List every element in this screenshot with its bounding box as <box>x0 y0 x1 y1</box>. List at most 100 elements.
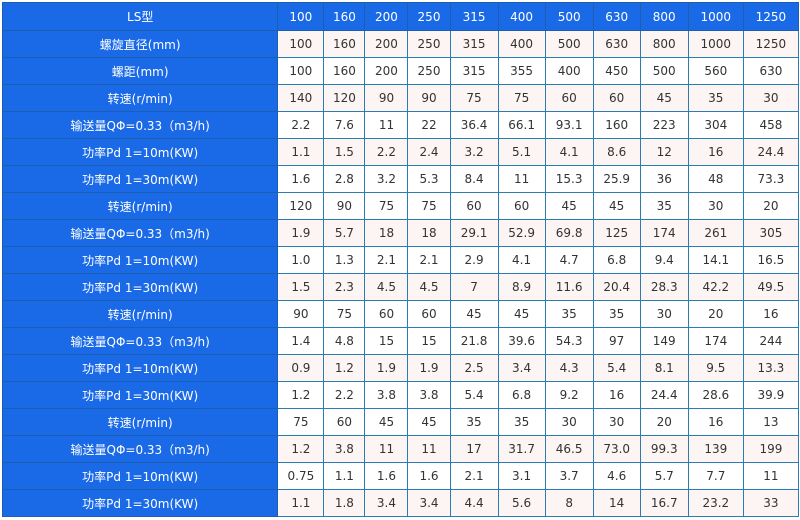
table-cell: 100 <box>277 57 325 85</box>
table-cell: 45 <box>407 408 451 436</box>
table-cell: 1.8 <box>323 489 366 517</box>
table-cell: 9.2 <box>544 381 594 409</box>
table-cell: 8.9 <box>497 273 546 301</box>
row-label: 螺旋直径(mm) <box>1 30 279 58</box>
table-cell: 100 <box>277 30 325 58</box>
table-cell: 20 <box>687 300 744 328</box>
table-cell: 16.5 <box>742 246 800 274</box>
table-cell: 73.0 <box>592 435 641 463</box>
table-cell: 25.9 <box>592 165 641 193</box>
row-label: 转速(r/min) <box>1 84 279 112</box>
table-cell: 60 <box>323 408 366 436</box>
table-cell: 355 <box>497 57 546 85</box>
table-cell: 28.6 <box>687 381 744 409</box>
table-cell: 304 <box>687 111 744 139</box>
table-cell: 73.3 <box>742 165 800 193</box>
table-cell: 160 <box>323 30 366 58</box>
table-cell: 1.0 <box>277 246 325 274</box>
table-row: 功率Pd 1=10m(KW) 1.1 1.5 2.2 2.4 3.2 5.1 4.1 8.6 12… <box>1 138 800 166</box>
table-cell: 93.1 <box>544 111 594 139</box>
table-cell: 11.6 <box>544 273 594 301</box>
table-cell: 16 <box>687 138 744 166</box>
table-cell: 500 <box>639 57 689 85</box>
table-cell: 66.1 <box>497 111 546 139</box>
table-cell: 21.8 <box>449 327 499 355</box>
table-cell: 3.4 <box>407 489 451 517</box>
table-cell: 45 <box>497 300 546 328</box>
table-cell: 30 <box>592 408 641 436</box>
table-cell: 5.1 <box>497 138 546 166</box>
table-cell: 5.7 <box>639 462 689 490</box>
table-cell: 1.6 <box>277 165 325 193</box>
table-cell: 3.4 <box>497 354 546 382</box>
table-cell: 400 <box>497 30 546 58</box>
table-cell: 139 <box>687 435 744 463</box>
table-cell: 39.6 <box>497 327 546 355</box>
table-cell: 1.1 <box>277 138 325 166</box>
table-cell: 60 <box>497 192 546 220</box>
table-cell: 1.2 <box>277 435 325 463</box>
table-cell: 3.8 <box>364 381 409 409</box>
table-cell: 3.7 <box>544 462 594 490</box>
table-cell: 24.4 <box>639 381 689 409</box>
table-cell: 45 <box>639 84 689 112</box>
header-model-400: 400 <box>497 2 546 31</box>
table-cell: 2.8 <box>323 165 366 193</box>
table-cell: 30 <box>687 192 744 220</box>
table-cell: 2.2 <box>323 381 366 409</box>
table-row: 输送量QΦ=0.33（m3/h) 2.2 7.6 11 22 36.4 66.1 93.1 16… <box>1 111 800 139</box>
table-cell: 120 <box>323 84 366 112</box>
table-cell: 14 <box>592 489 641 517</box>
table-cell: 48 <box>687 165 744 193</box>
table-cell: 1.9 <box>277 219 325 247</box>
table-cell: 1.5 <box>277 273 325 301</box>
row-label: 功率Pd 1=30m(KW) <box>1 165 279 193</box>
table-cell: 60 <box>592 84 641 112</box>
table-cell: 4.5 <box>364 273 409 301</box>
table-cell: 5.3 <box>407 165 451 193</box>
header-model-315: 315 <box>449 2 499 31</box>
header-model-200: 200 <box>364 2 409 31</box>
table-row: 输送量QΦ=0.33（m3/h) 1.2 3.8 11 11 17 31.7 46.5 73.0… <box>1 435 800 463</box>
table-row: 功率Pd 1=30m(KW) 1.1 1.8 3.4 3.4 4.4 5.6 8 14 16.7 2… <box>1 489 800 517</box>
table-cell: 49.5 <box>742 273 800 301</box>
table-cell: 16.7 <box>639 489 689 517</box>
table-cell: 45 <box>449 300 499 328</box>
table-cell: 60 <box>544 84 594 112</box>
table-cell: 2.2 <box>277 111 325 139</box>
table-cell: 458 <box>742 111 800 139</box>
table-cell: 8.1 <box>639 354 689 382</box>
table-cell: 9.5 <box>687 354 744 382</box>
table-cell: 125 <box>592 219 641 247</box>
table-cell: 315 <box>449 30 499 58</box>
table-cell: 20.4 <box>592 273 641 301</box>
table-cell: 60 <box>407 300 451 328</box>
table-cell: 75 <box>407 192 451 220</box>
table-row: 功率Pd 1=30m(KW) 1.6 2.8 3.2 5.3 8.4 11 15.3 25.9 3… <box>1 165 800 193</box>
table-cell: 4.1 <box>497 246 546 274</box>
row-label: 功率Pd 1=10m(KW) <box>1 138 279 166</box>
table-cell: 30 <box>639 300 689 328</box>
table-cell: 3.8 <box>323 435 366 463</box>
table-cell: 2.4 <box>407 138 451 166</box>
table-cell: 5.6 <box>497 489 546 517</box>
table-cell: 3.2 <box>449 138 499 166</box>
table-cell: 3.1 <box>497 462 546 490</box>
table-cell: 250 <box>407 30 451 58</box>
table-cell: 200 <box>364 57 409 85</box>
table-cell: 120 <box>277 192 325 220</box>
table-cell: 5.4 <box>592 354 641 382</box>
row-label: 输送量QΦ=0.33（m3/h) <box>1 219 279 247</box>
table-row: 功率Pd 1=10m(KW) 1.0 1.3 2.1 2.1 2.9 4.1 4.7 6.8 9.… <box>1 246 800 274</box>
table-row: 螺距(mm) 100 160 200 250 315 355 400 450 500 560 630 <box>1 57 800 85</box>
table-cell: 42.2 <box>687 273 744 301</box>
table-cell: 400 <box>544 57 594 85</box>
table-cell: 39.9 <box>742 381 800 409</box>
table-cell: 9.4 <box>639 246 689 274</box>
table-cell: 305 <box>742 219 800 247</box>
table-cell: 8 <box>544 489 594 517</box>
table-cell: 12 <box>639 138 689 166</box>
table-cell: 7.7 <box>687 462 744 490</box>
table-cell: 75 <box>364 192 409 220</box>
row-label: 转速(r/min) <box>1 192 279 220</box>
